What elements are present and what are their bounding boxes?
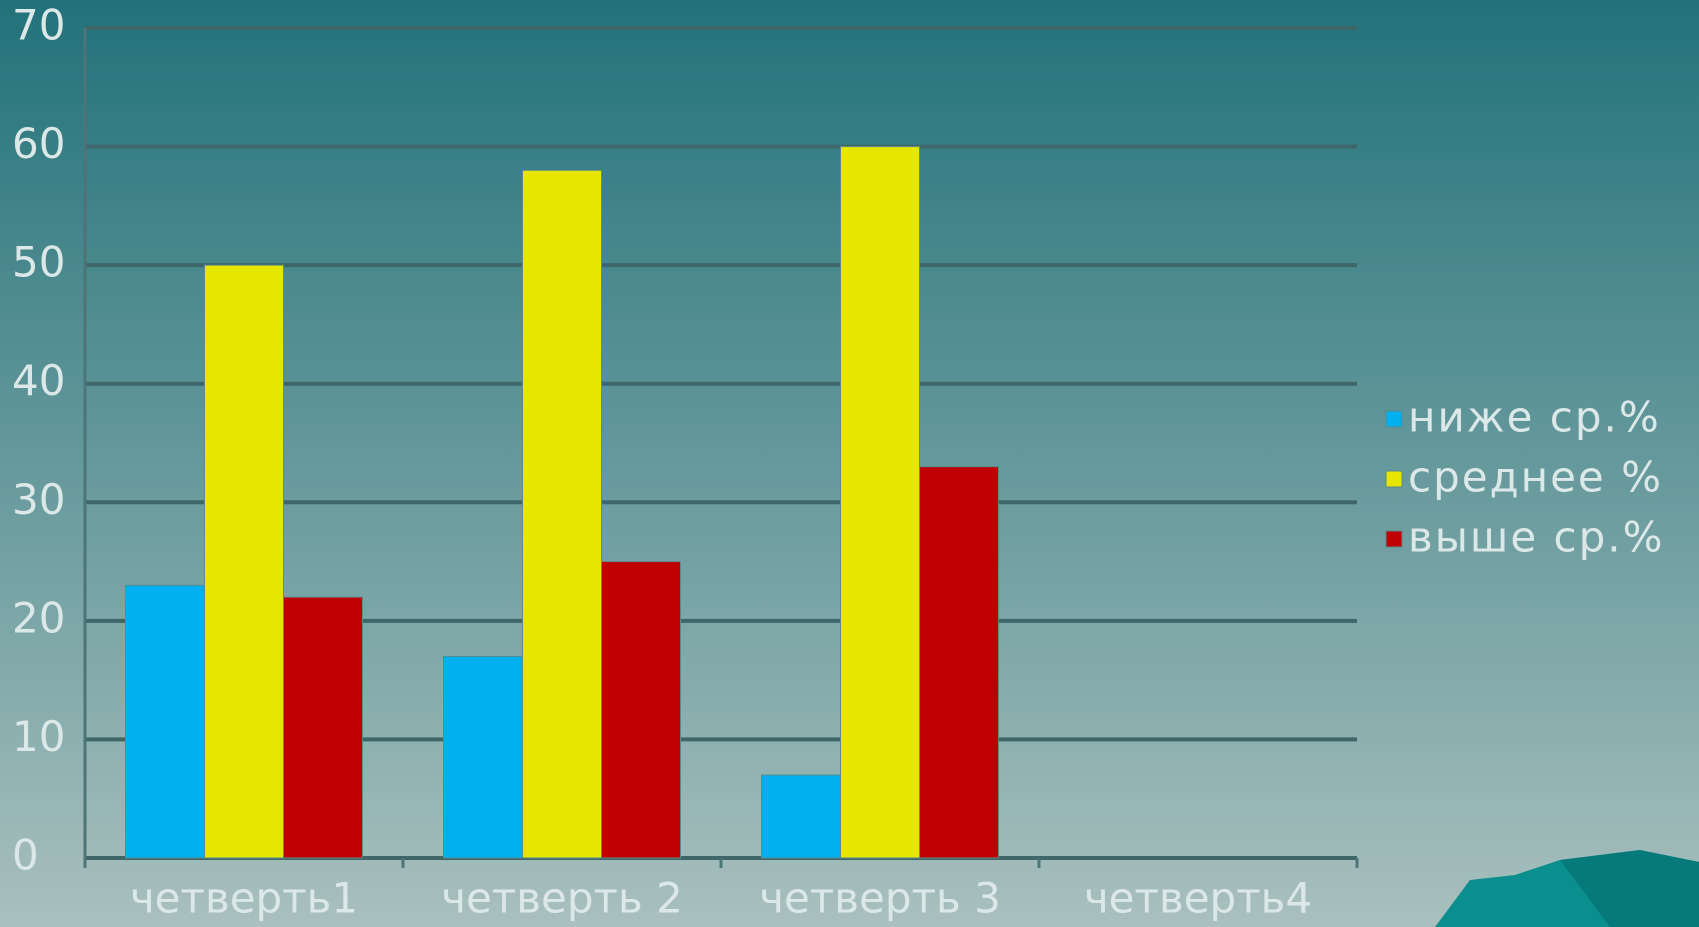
- legend-swatch: [1385, 530, 1403, 548]
- legend-swatch: [1385, 470, 1403, 488]
- bar: [522, 169, 602, 859]
- bar: [125, 584, 205, 859]
- y-tick-label: 50: [12, 238, 65, 287]
- bar: [761, 774, 841, 859]
- bar: [919, 466, 999, 859]
- legend-label: ниже ср.%: [1408, 393, 1661, 442]
- bar: [840, 146, 920, 859]
- legend-label: среднее %: [1408, 453, 1663, 502]
- x-tick-label: четверть4: [1084, 874, 1312, 923]
- y-tick-label: 20: [12, 593, 65, 642]
- legend-label: выше ср.%: [1408, 513, 1665, 562]
- y-tick-label: 30: [12, 475, 65, 524]
- bar: [601, 561, 681, 859]
- x-tick-label: четверть 3: [759, 874, 1001, 923]
- y-tick-label: 10: [12, 712, 65, 761]
- y-tick-label: 70: [12, 1, 65, 50]
- bar: [443, 655, 523, 859]
- y-tick-label: 40: [12, 356, 65, 405]
- x-tick-label: четверть1: [130, 874, 358, 923]
- legend-swatch: [1385, 410, 1403, 428]
- bar: [283, 596, 363, 859]
- bar: [204, 264, 284, 859]
- decoration: [1560, 850, 1699, 927]
- y-tick-label: 0: [12, 831, 39, 880]
- x-tick-label: четверть 2: [441, 874, 683, 923]
- y-tick-label: 60: [12, 119, 65, 168]
